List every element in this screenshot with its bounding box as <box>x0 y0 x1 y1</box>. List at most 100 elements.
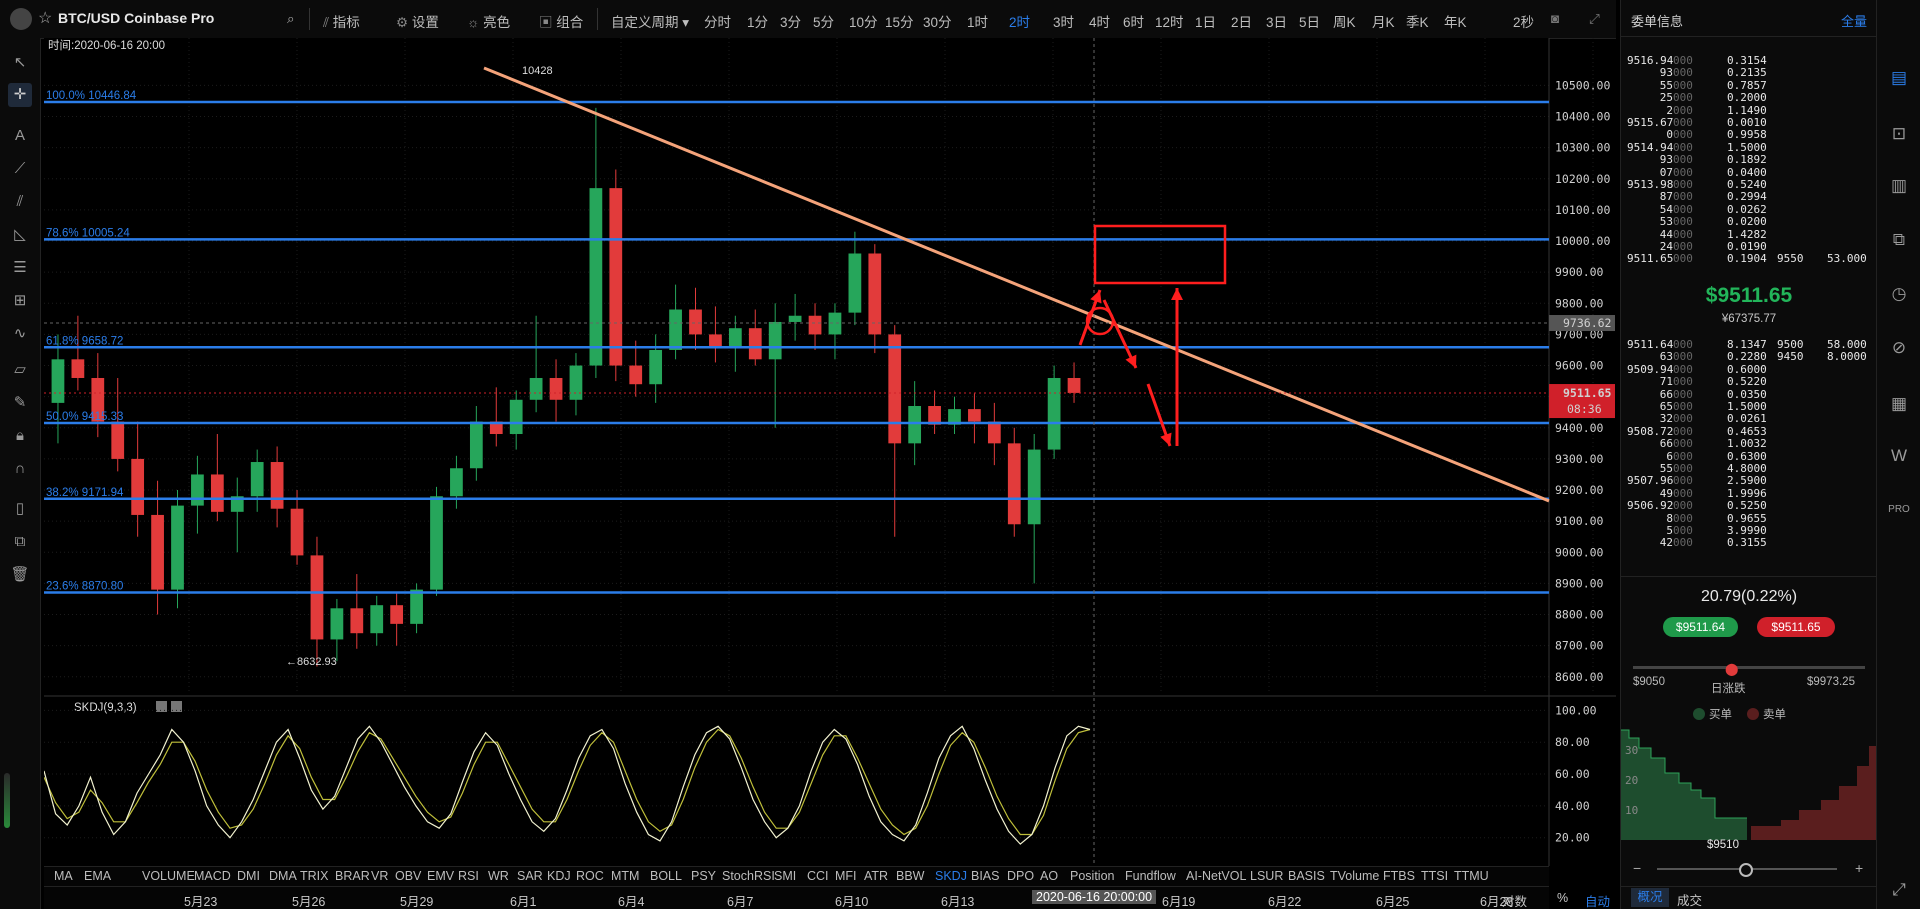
axis-control-1[interactable]: % <box>1557 891 1569 905</box>
depth-icon[interactable]: ▥ <box>1890 176 1908 195</box>
period-5[interactable]: 15分 <box>885 15 914 30</box>
brush-icon[interactable]: ✎ <box>13 394 27 411</box>
indicator-tab-27[interactable]: DPO <box>1007 869 1035 883</box>
custom-period-dropdown[interactable]: 自定义周期 ▾ <box>611 11 689 31</box>
indicator-tab-22[interactable]: MFI <box>835 869 857 883</box>
ask-row[interactable]: 9516.94 000 0.3154 <box>1621 54 1877 67</box>
cursor-icon[interactable]: ↖ <box>13 54 27 71</box>
settings-button[interactable]: ⚙ 设置 <box>396 11 439 31</box>
ask-row[interactable]: 9515.67 000 0.0010 <box>1621 116 1877 129</box>
indicator-tab-0[interactable]: MA <box>54 869 73 883</box>
ask-row[interactable]: 55 000 0.7857 <box>1621 79 1877 92</box>
ask-row[interactable]: 9513.98 000 0.5240 <box>1621 178 1877 191</box>
skdj-close-icon[interactable] <box>171 701 182 712</box>
zoom-in-button[interactable]: + <box>1855 860 1864 876</box>
ask-button[interactable]: $9511.65 <box>1757 617 1835 637</box>
indicator-tab-20[interactable]: SMI <box>774 869 797 883</box>
period-15[interactable]: 3日 <box>1266 15 1288 30</box>
bid-row[interactable]: 9506.92 000 0.5250 <box>1621 499 1877 512</box>
indicator-tab-23[interactable]: ATR <box>864 869 889 883</box>
indicator-tab-3[interactable]: MACD <box>194 869 231 883</box>
indicator-tab-37[interactable]: TTMU <box>1454 869 1489 883</box>
copy-icon[interactable]: ⧉ <box>1892 230 1906 249</box>
ask-row[interactable]: 93 000 0.1892 <box>1621 153 1877 166</box>
ask-row[interactable]: 53 000 0.0200 <box>1621 215 1877 228</box>
ask-row[interactable]: 07 000 0.0400 <box>1621 166 1877 179</box>
period-17[interactable]: 周K <box>1333 15 1356 30</box>
indicator-tab-28[interactable]: AO <box>1040 869 1059 883</box>
bid-row[interactable]: 66 000 1.0032 <box>1621 437 1877 450</box>
depth-chart[interactable]: 30 20 10 <box>1621 728 1877 840</box>
indicator-tab-25[interactable]: SKDJ <box>935 869 967 883</box>
pro-icon[interactable]: PRO <box>1888 504 1910 515</box>
zoom-out-button[interactable]: − <box>1633 860 1642 876</box>
camera-icon[interactable]: ◙ <box>1551 11 1560 26</box>
ask-row[interactable]: 2 000 1.1490 <box>1621 104 1877 117</box>
indicator-tab-18[interactable]: PSY <box>691 869 717 883</box>
indicator-tab-32[interactable]: LSUR <box>1250 869 1284 883</box>
period-16[interactable]: 5日 <box>1299 15 1321 30</box>
indicator-tab-35[interactable]: FTBS <box>1383 869 1415 883</box>
gann-tool-icon[interactable]: ⊞ <box>13 292 27 309</box>
axis-control-0[interactable]: 对数 <box>1502 895 1528 909</box>
layers-icon[interactable]: ⧉ <box>14 533 26 550</box>
bid-row[interactable]: 66 000 0.0350 <box>1621 388 1877 401</box>
indicator-tab-30[interactable]: Fundflow <box>1125 869 1176 883</box>
bid-row[interactable]: 9507.96 000 2.5900 <box>1621 474 1877 487</box>
favorite-star-icon[interactable]: ☆ <box>38 10 53 27</box>
axis-control-2[interactable]: 自动 <box>1585 895 1611 909</box>
ask-row[interactable]: 0 000 0.9958 <box>1621 128 1877 141</box>
trash-icon[interactable]: 🗑︎ <box>10 566 30 583</box>
target-box[interactable] <box>1093 224 1227 285</box>
period-13[interactable]: 1日 <box>1195 15 1217 30</box>
tab-overview[interactable]: 概况 <box>1631 888 1669 907</box>
indicator-tab-26[interactable]: BIAS <box>971 869 1000 883</box>
ask-row[interactable]: 25 000 0.2000 <box>1621 91 1877 104</box>
bid-row[interactable]: 6 000 0.6300 <box>1621 450 1877 463</box>
indicator-tab-14[interactable]: KDJ <box>547 869 571 883</box>
period-9[interactable]: 3时 <box>1053 15 1075 30</box>
period-18[interactable]: 月K <box>1372 15 1395 30</box>
bid-row[interactable]: 65 000 1.5000 <box>1621 400 1877 413</box>
indicator-tab-34[interactable]: TVolume <box>1330 869 1380 883</box>
indicator-tab-17[interactable]: BOLL <box>650 869 682 883</box>
indicator-tab-31[interactable]: AI-NetVOL <box>1186 869 1247 883</box>
period-7[interactable]: 1时 <box>967 15 989 30</box>
indicator-tab-33[interactable]: BASIS <box>1288 869 1325 883</box>
period-2[interactable]: 3分 <box>780 15 802 30</box>
price-chart[interactable]: 100.0% 10446.84 78.6% 10005.24 61.8% 9658.… <box>44 38 1616 866</box>
bid-row[interactable]: 55 000 4.8000 <box>1621 462 1877 475</box>
indicator-tab-11[interactable]: RSI <box>458 869 479 883</box>
bid-button[interactable]: $9511.64 <box>1663 617 1738 637</box>
search-icon[interactable]: ⌕ <box>287 11 295 26</box>
ask-row[interactable]: 24 000 0.0190 <box>1621 240 1877 253</box>
indicator-tab-24[interactable]: BBW <box>896 869 925 883</box>
indicator-tab-15[interactable]: ROC <box>576 869 604 883</box>
indicator-tab-9[interactable]: OBV <box>395 869 422 883</box>
indicator-tab-16[interactable]: MTM <box>611 869 640 883</box>
orderbook-icon[interactable]: ▤ <box>1890 68 1908 87</box>
projection-arrows[interactable] <box>1078 288 1179 447</box>
tab-trades[interactable]: 成交 <box>1677 894 1703 908</box>
bid-row[interactable]: 9511.64 000 8.1347 <box>1621 338 1877 351</box>
indicator-tab-21[interactable]: CCI <box>807 869 829 883</box>
zoom-slider-handle[interactable] <box>1739 863 1753 877</box>
period-6[interactable]: 30分 <box>923 15 952 30</box>
trades-icon[interactable]: ⊡ <box>1891 124 1907 143</box>
trend-line[interactable] <box>483 66 1550 503</box>
period-0[interactable]: 分时 <box>704 15 731 30</box>
refresh-interval[interactable]: 2秒 <box>1513 15 1535 30</box>
period-8[interactable]: 2时 <box>1009 15 1031 30</box>
channel-tool-icon[interactable]: ⫽ <box>16 193 24 210</box>
period-1[interactable]: 1分 <box>747 15 769 30</box>
fullscreen-icon[interactable]: ⤢ <box>1589 11 1600 26</box>
bid-row[interactable]: 8 000 0.9655 <box>1621 512 1877 525</box>
bid-row[interactable]: 9509.94 000 0.6000 <box>1621 363 1877 376</box>
bid-row[interactable]: 49 000 1.9996 <box>1621 487 1877 500</box>
layout-button[interactable]: ▣ 组合 <box>539 11 583 31</box>
indicator-button[interactable]: ⫽ 指标 <box>323 11 360 31</box>
indicator-tab-7[interactable]: BRAR <box>335 869 370 883</box>
indicator-tab-4[interactable]: DMI <box>237 869 260 883</box>
period-10[interactable]: 4时 <box>1089 15 1111 30</box>
skdj-settings-icon[interactable] <box>156 701 167 712</box>
